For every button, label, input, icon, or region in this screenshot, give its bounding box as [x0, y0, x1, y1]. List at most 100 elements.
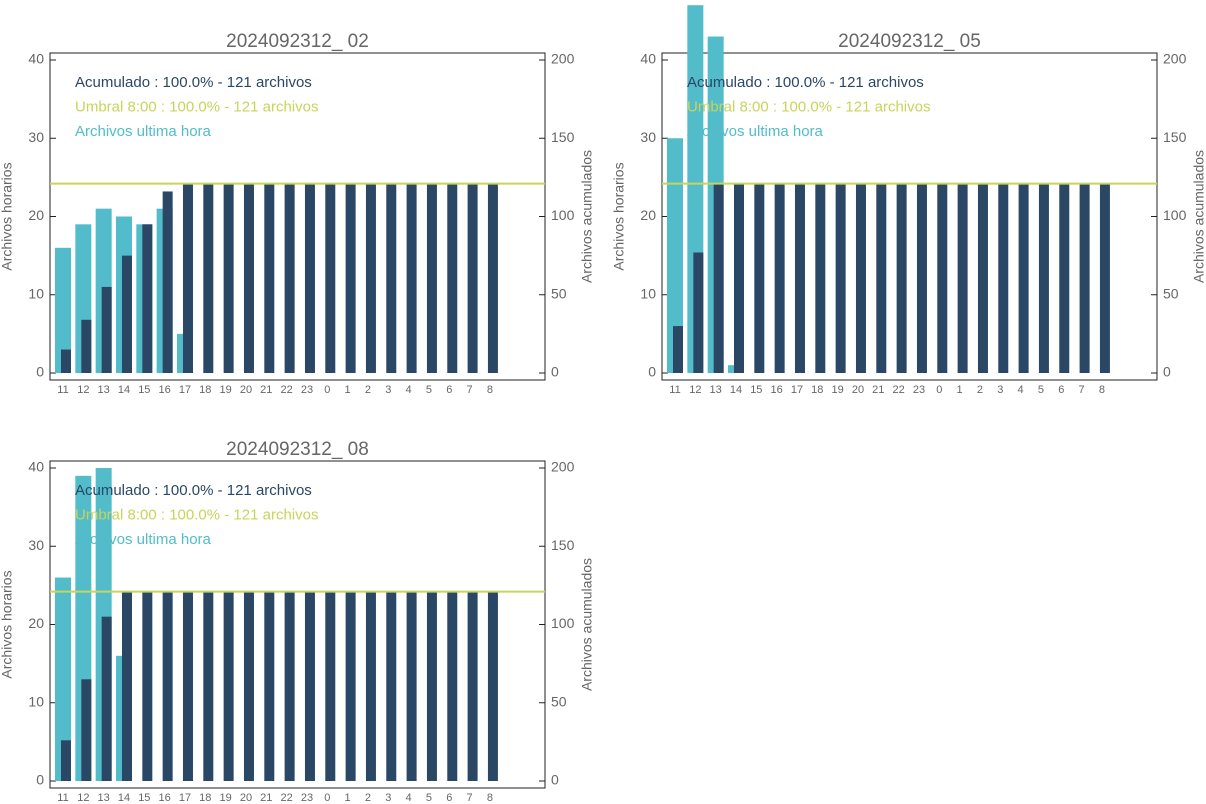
x-tick-label: 7: [1079, 384, 1085, 396]
x-tick-label: 2: [365, 792, 371, 804]
bar: [365, 183, 376, 373]
bar: [223, 183, 234, 373]
x-tick-label: 4: [406, 384, 412, 396]
bar: [101, 286, 112, 373]
x-tick-label: 6: [446, 792, 452, 804]
y2-tick-label: 150: [551, 129, 575, 145]
x-tick-label: 21: [260, 384, 272, 396]
x-tick-label: 23: [301, 792, 313, 804]
bar: [467, 183, 478, 373]
bar: [937, 183, 948, 373]
bar: [61, 349, 71, 373]
y2-tick-label: 100: [551, 615, 575, 631]
y2-tick-label: 50: [551, 693, 567, 709]
bar: [55, 577, 71, 781]
x-tick-label: 4: [406, 792, 412, 804]
bar: [487, 183, 498, 373]
bar: [304, 591, 315, 781]
x-tick-label: 0: [324, 384, 330, 396]
bar: [815, 183, 826, 373]
legend-entry: Archivos ultima hora: [75, 531, 212, 548]
bar: [673, 326, 683, 373]
y-tick-label: 30: [28, 129, 44, 145]
x-tick-label: 16: [771, 384, 783, 396]
y2-axis-label: Archivos acumulados: [1191, 150, 1206, 283]
x-tick-label: 1: [957, 384, 963, 396]
legend-entry: Acumulado : 100.0% - 121 archivos: [75, 74, 312, 91]
y2-tick-label: 0: [551, 364, 559, 380]
bar: [916, 183, 927, 373]
y2-tick-label: 150: [1163, 129, 1187, 145]
x-tick-label: 3: [385, 384, 391, 396]
bar: [896, 183, 907, 373]
x-tick-label: 18: [199, 384, 211, 396]
x-tick-label: 22: [281, 792, 293, 804]
bar: [55, 247, 71, 373]
bar: [182, 183, 193, 373]
x-tick-label: 12: [77, 384, 89, 396]
bar: [345, 591, 356, 781]
y-axis-label: Archivos horarios: [0, 162, 15, 270]
legend-entry: Acumulado : 100.0% - 121 archivos: [75, 482, 312, 499]
legend-entry: Acumulado : 100.0% - 121 archivos: [687, 74, 924, 91]
y2-tick-label: 200: [1163, 51, 1187, 67]
y2-tick-label: 200: [551, 51, 575, 67]
bar: [81, 679, 92, 781]
x-tick-label: 14: [118, 384, 130, 396]
bar: [467, 591, 478, 781]
y2-tick-label: 150: [551, 537, 575, 553]
x-tick-label: 17: [179, 792, 191, 804]
bar: [487, 591, 498, 781]
x-tick-label: 16: [159, 384, 171, 396]
bar: [386, 183, 397, 373]
legend-entry: Umbral 8:00 : 100.0% - 121 archivos: [687, 98, 930, 115]
x-tick-label: 14: [730, 384, 742, 396]
x-tick-label: 2: [977, 384, 983, 396]
x-tick-label: 14: [118, 792, 130, 804]
bar: [284, 591, 295, 781]
chart-title: 2024092312_ 02: [226, 31, 369, 52]
bar: [284, 183, 295, 373]
y-tick-label: 20: [28, 615, 44, 631]
y-tick-label: 40: [28, 51, 44, 67]
bar: [386, 591, 397, 781]
x-tick-label: 19: [832, 384, 844, 396]
x-tick-label: 12: [689, 384, 701, 396]
x-tick-label: 13: [98, 792, 110, 804]
x-tick-label: 12: [77, 792, 89, 804]
bar: [182, 591, 193, 781]
bar: [121, 591, 132, 781]
x-tick-label: 1: [345, 792, 351, 804]
legend-entry: Archivos ultima hora: [75, 123, 212, 140]
bar: [693, 252, 704, 373]
bar: [203, 591, 214, 781]
x-tick-label: 22: [281, 384, 293, 396]
bar: [142, 224, 153, 373]
x-tick-label: 7: [467, 792, 473, 804]
panel: 2024092312_ 08 Archivos horarios Archivos …: [0, 439, 595, 804]
x-tick-label: 19: [220, 792, 232, 804]
x-tick-label: 11: [669, 384, 680, 396]
bar: [447, 183, 458, 373]
y-tick-label: 10: [28, 693, 44, 709]
bar: [733, 183, 744, 373]
bar: [264, 183, 275, 373]
bar: [855, 183, 866, 373]
bar: [876, 183, 887, 373]
x-tick-label: 6: [446, 384, 452, 396]
y2-axis-label: Archivos acumulados: [579, 558, 595, 691]
x-tick-label: 3: [385, 792, 391, 804]
x-tick-label: 17: [179, 384, 191, 396]
bar: [774, 183, 785, 373]
bar: [426, 183, 437, 373]
x-tick-label: 5: [426, 792, 432, 804]
x-tick-label: 22: [893, 384, 905, 396]
bar: [1038, 183, 1049, 373]
bar: [1099, 183, 1110, 373]
x-tick-label: 15: [138, 384, 150, 396]
bar: [1018, 183, 1029, 373]
bar: [61, 740, 71, 781]
y2-tick-label: 50: [551, 285, 567, 301]
y-tick-label: 0: [36, 364, 44, 380]
bar: [667, 138, 683, 373]
